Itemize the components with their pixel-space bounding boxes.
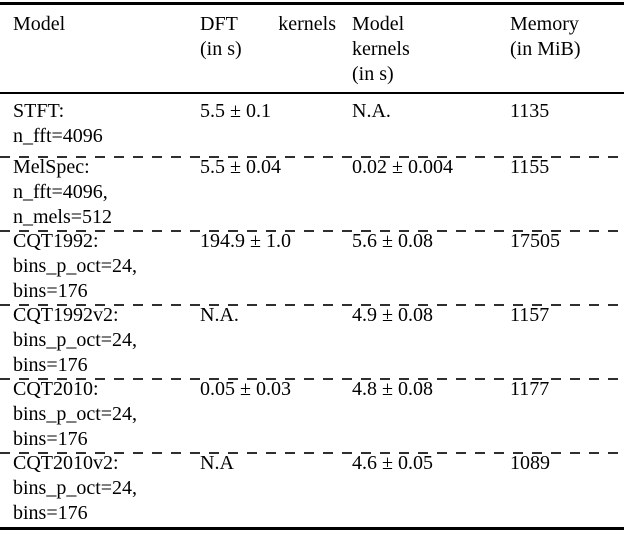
- model-param-line: bins=176: [13, 354, 88, 376]
- memory-cell: 1157: [510, 304, 550, 326]
- column-header-memory: Memory (in MiB): [510, 12, 624, 62]
- model-param-line: bins_p_oct=24,: [13, 255, 138, 277]
- model-kernels-cell: 0.02 ± 0.004: [352, 156, 453, 178]
- memory-cell: 17505: [510, 230, 560, 252]
- model-param-line: CQT2010:: [13, 378, 99, 400]
- header-word: DFT: [200, 13, 238, 35]
- table-row-melspec: MelSpec: n_fft=4096, n_mels=512 5.5 ± 0.04 0…: [0, 153, 624, 230]
- header-line: kernels: [352, 38, 410, 60]
- model-param-line: CQT1992:: [13, 230, 99, 252]
- top-rule: [0, 2, 624, 5]
- model-kernels-cell: 4.6 ± 0.05: [352, 452, 433, 474]
- memory-cell: 1177: [510, 378, 550, 400]
- model-param-line: CQT1992v2:: [13, 304, 119, 326]
- dft-kernels-cell: N.A: [200, 452, 234, 474]
- memory-cell: 1135: [510, 100, 550, 122]
- model-param-line: bins=176: [13, 280, 88, 302]
- dft-kernels-cell: 194.9 ± 1.0: [200, 230, 291, 252]
- header-rule: [0, 92, 624, 94]
- table-header-row: Model DFT kernels (in s) Model kernels (in s) M…: [0, 5, 624, 92]
- model-cell: CQT1992: bins_p_oct=24, bins=176: [13, 229, 200, 304]
- table-row-cqt1992: CQT1992: bins_p_oct=24, bins=176 194.9 ± 1.…: [0, 227, 624, 304]
- model-param-line: bins_p_oct=24,: [13, 403, 138, 425]
- dft-kernels-cell: N.A.: [200, 304, 239, 326]
- model-cell: STFT: n_fft=4096: [13, 99, 200, 149]
- model-param-line: n_mels=512: [13, 206, 113, 228]
- model-cell: CQT2010: bins_p_oct=24, bins=176: [13, 377, 200, 452]
- table-row-stft: STFT: n_fft=4096 5.5 ± 0.1 N.A. 1135: [0, 94, 624, 156]
- model-param-line: n_fft=4096,: [13, 181, 108, 203]
- column-header-model-kernels: Model kernels (in s): [352, 12, 510, 87]
- dft-kernels-cell: 5.5 ± 0.1: [200, 100, 271, 122]
- model-kernels-cell: 4.9 ± 0.08: [352, 304, 433, 326]
- model-cell: MelSpec: n_fft=4096, n_mels=512: [13, 155, 200, 230]
- column-header-model: Model: [13, 12, 200, 37]
- table-row-cqt2010v2: CQT2010v2: bins_p_oct=24, bins=176 N.A 4.6 ±…: [0, 449, 624, 526]
- table-body: STFT: n_fft=4096 5.5 ± 0.1 N.A. 1135 MelSpec:…: [0, 94, 624, 526]
- header-word: kernels: [278, 13, 336, 35]
- header-line: Model: [13, 13, 66, 35]
- header-line: DFT kernels: [200, 12, 346, 37]
- model-kernels-cell: 4.8 ± 0.08: [352, 378, 433, 400]
- model-param-line: CQT2010v2:: [13, 452, 119, 474]
- header-line: (in s): [352, 63, 394, 85]
- header-line: Model: [352, 13, 405, 35]
- model-param-line: bins_p_oct=24,: [13, 329, 138, 351]
- bottom-rule: [0, 527, 624, 530]
- model-param-line: MelSpec:: [13, 156, 90, 178]
- dft-kernels-cell: 5.5 ± 0.04: [200, 156, 281, 178]
- dft-kernels-cell: 0.05 ± 0.03: [200, 378, 291, 400]
- header-line: (in s): [200, 38, 242, 60]
- column-header-dft-kernels: DFT kernels (in s): [200, 12, 352, 62]
- model-kernels-cell: N.A.: [352, 100, 391, 122]
- model-kernels-cell: 5.6 ± 0.08: [352, 230, 433, 252]
- table-row-cqt1992v2: CQT1992v2: bins_p_oct=24, bins=176 N.A. 4.9 …: [0, 301, 624, 378]
- header-line: (in MiB): [510, 38, 581, 60]
- model-param-line: STFT:: [13, 100, 65, 122]
- model-cell: CQT1992v2: bins_p_oct=24, bins=176: [13, 303, 200, 378]
- model-param-line: bins_p_oct=24,: [13, 477, 138, 499]
- model-param-line: bins=176: [13, 502, 88, 524]
- memory-cell: 1089: [510, 452, 550, 474]
- model-cell: CQT2010v2: bins_p_oct=24, bins=176: [13, 451, 200, 526]
- model-param-line: n_fft=4096: [13, 125, 103, 147]
- memory-cell: 1155: [510, 156, 550, 178]
- header-line: Memory: [510, 13, 579, 35]
- table-row-cqt2010: CQT2010: bins_p_oct=24, bins=176 0.05 ± 0.0…: [0, 375, 624, 452]
- model-param-line: bins=176: [13, 428, 88, 450]
